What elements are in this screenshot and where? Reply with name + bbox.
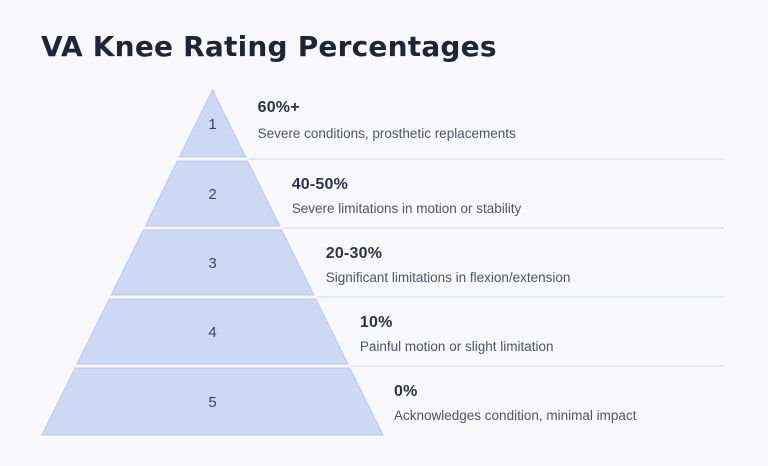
segment-value-label: 20-30%: [326, 245, 382, 262]
pyramid-segment-2: [144, 160, 281, 227]
segment-rank-label: 1: [208, 116, 216, 133]
segment-value-label: 10%: [360, 314, 393, 331]
segment-rank-label: 3: [208, 255, 216, 272]
segment-value-label: 40-50%: [292, 176, 348, 193]
segment-rank-label: 2: [208, 186, 216, 203]
segment-rank-label: 4: [208, 324, 216, 341]
pyramid-segment-5: [41, 367, 384, 436]
segment-value-label: 0%: [394, 383, 418, 400]
segment-description: Severe conditions, prosthetic replacemen…: [258, 126, 516, 141]
segment-description: Significant limitations in flexion/exten…: [326, 270, 571, 285]
segment-description: Acknowledges condition, minimal impact: [394, 408, 637, 423]
segment-value-label: 60%+: [258, 99, 300, 116]
segment-rank-label: 5: [208, 394, 216, 411]
pyramid-segment-1: [178, 88, 247, 158]
pyramid-segment-4: [76, 298, 349, 365]
segment-description: Severe limitations in motion or stabilit…: [292, 201, 522, 216]
chart-title: VA Knee Rating Percentages: [41, 30, 497, 63]
pyramid-segment-3: [110, 229, 315, 296]
segment-description: Painful motion or slight limitation: [360, 339, 554, 354]
